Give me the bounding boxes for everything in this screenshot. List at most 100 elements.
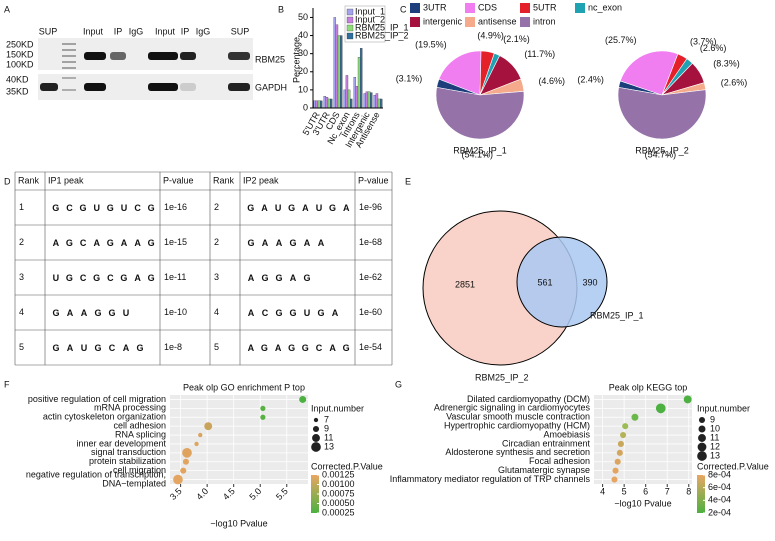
lane-label: IgG: [196, 26, 211, 36]
lane-label: IP: [181, 26, 190, 36]
legend-label: 9: [324, 423, 329, 433]
x-axis-title: −log10 Pvalue: [614, 498, 671, 508]
motif-letter: A: [302, 203, 309, 213]
table-cell: 1e-62: [359, 272, 382, 282]
panel-letter: C: [400, 4, 407, 14]
motif-letter: U: [316, 203, 323, 213]
y-tick-label: Amoebiasis: [543, 429, 590, 439]
x-tick-label: 6: [643, 486, 648, 496]
y-tick-label: Inflammatory mediator regulation of TRP …: [390, 474, 591, 484]
table-cell: 1e-68: [359, 237, 382, 247]
table-cell: 5: [214, 342, 219, 352]
lane-label: Input: [83, 26, 104, 36]
band: [40, 83, 58, 91]
band: [228, 83, 250, 91]
pie-slice: [617, 87, 707, 140]
legend-label: 13: [324, 441, 334, 451]
band: [148, 52, 178, 60]
legend-swatch: [520, 17, 530, 27]
venn-count: 390: [582, 277, 597, 287]
dot: [198, 432, 203, 438]
y-tick-label: 10: [298, 84, 308, 94]
table-header: P-value: [163, 175, 194, 185]
dot: [611, 476, 618, 483]
legend-swatch: [346, 24, 354, 32]
motif-letter: G: [275, 273, 282, 283]
motif-letter: G: [288, 203, 295, 213]
dot: [204, 422, 213, 431]
x-tick-label: 8: [686, 486, 691, 496]
chart-title: Peak olp KEGG top: [609, 382, 688, 392]
motif-letter: A: [53, 238, 60, 248]
motif-letter: G: [136, 343, 143, 353]
panel-letter: F: [4, 379, 10, 389]
legend-dot: [311, 442, 321, 452]
x-tick-label: 5: [622, 486, 627, 496]
bar: [329, 98, 333, 109]
legend-label: Input_2: [355, 14, 385, 24]
bar: [353, 77, 357, 109]
table-cell: 1e-16: [164, 202, 187, 212]
venn-label: RBM25_IP_1: [590, 310, 644, 320]
axes: [312, 8, 383, 109]
legend-title: Corrected.P.Value: [697, 461, 769, 471]
motif-letter: A: [67, 343, 74, 353]
motif-letter: G: [94, 343, 101, 353]
y-tick-label: positive regulation of cell migration: [28, 394, 166, 404]
legend-label: 7: [324, 414, 329, 424]
motif-letter: U: [81, 343, 88, 353]
pie-slice: [435, 87, 525, 140]
legend-label: 4e-04: [708, 495, 731, 505]
band: [110, 52, 126, 60]
motif-letter: A: [248, 343, 255, 353]
legend-label: Input_1: [355, 6, 385, 16]
motif-letter: A: [343, 203, 350, 213]
marker-label: 40KD: [6, 74, 29, 84]
table-cell: 4: [214, 307, 219, 317]
chart-title: Peak olp GO enrichment P top: [183, 382, 305, 392]
bar: [313, 100, 317, 109]
dot: [616, 449, 623, 456]
table-cell: 1e-60: [359, 307, 382, 317]
y-tick-label: 40: [298, 30, 308, 40]
motif-letter: G: [108, 308, 115, 318]
dot: [260, 414, 266, 420]
marker-label: 100KD: [6, 59, 34, 69]
x-tick-label: 4.5: [221, 486, 237, 502]
y-tick-label: Aldosterone synthesis and secretion: [445, 447, 590, 457]
legend-label: RBM25_IP_1: [355, 22, 409, 32]
legend-label: nc_exon: [588, 2, 622, 12]
band: [228, 52, 250, 60]
lane-label: Input: [155, 26, 176, 36]
bar: [373, 95, 377, 109]
bar: [347, 89, 351, 109]
y-tick-label: cell adhesion: [113, 421, 166, 431]
motif-letter: G: [66, 273, 73, 283]
motif-letter: G: [66, 238, 73, 248]
motif-letter: C: [109, 343, 116, 353]
motif-letter: U: [93, 203, 100, 213]
y-tick-label: 30: [298, 48, 308, 58]
legend-dot: [312, 434, 320, 442]
panel-letter: D: [4, 176, 11, 186]
bar: [367, 91, 371, 109]
motif-letter: A: [275, 343, 282, 353]
dot: [182, 458, 189, 465]
legend-swatch: [465, 17, 475, 27]
bar: [343, 89, 347, 109]
legend-title: Corrected.P.Value: [311, 461, 383, 471]
marker-label: 150KD: [6, 49, 34, 59]
bar: [369, 92, 373, 109]
motif-letter: U: [121, 203, 128, 213]
motif-letter: G: [148, 273, 155, 283]
venn-set: [516, 236, 608, 328]
table-cell: 1e-54: [359, 342, 382, 352]
bar: [319, 100, 323, 109]
bar: [339, 35, 343, 109]
panel-letter: G: [395, 379, 402, 389]
motif-letter: A: [134, 238, 141, 248]
motif-letter: A: [261, 203, 268, 213]
legend-dot: [698, 416, 706, 424]
motif-letter: A: [93, 238, 100, 248]
